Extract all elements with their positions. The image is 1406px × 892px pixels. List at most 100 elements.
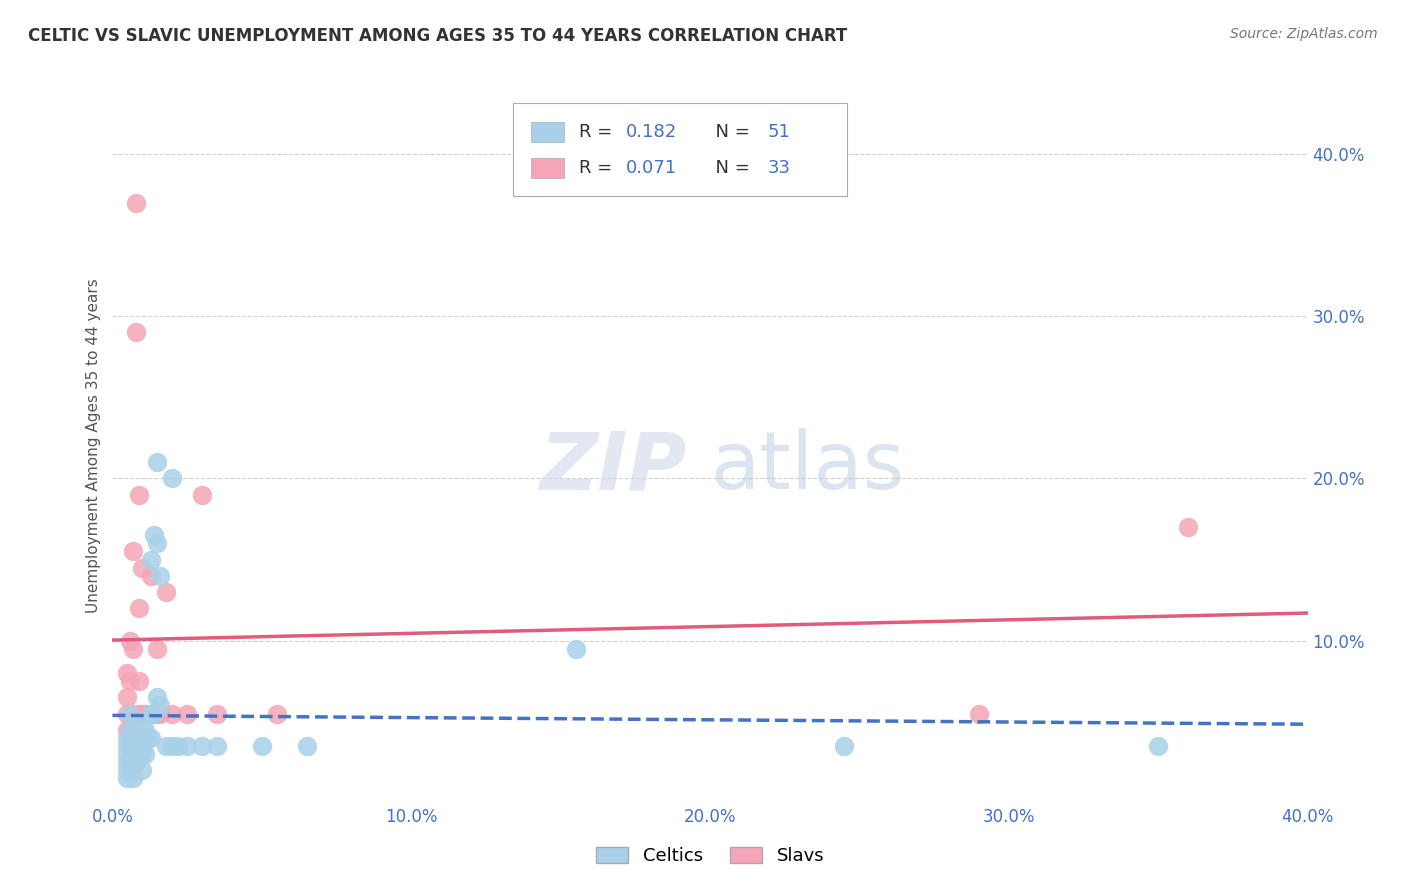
Text: atlas: atlas xyxy=(710,428,904,507)
Point xyxy=(155,585,177,599)
Point xyxy=(167,739,190,753)
Point xyxy=(131,714,153,729)
Bar xyxy=(531,158,564,178)
Text: CELTIC VS SLAVIC UNEMPLOYMENT AMONG AGES 35 TO 44 YEARS CORRELATION CHART: CELTIC VS SLAVIC UNEMPLOYMENT AMONG AGES… xyxy=(28,27,848,45)
Point xyxy=(125,326,148,340)
Point xyxy=(295,739,318,753)
Point xyxy=(967,706,990,721)
Point xyxy=(120,706,142,721)
Point xyxy=(120,706,142,721)
Bar xyxy=(531,122,564,142)
Point xyxy=(138,731,160,745)
Point xyxy=(131,739,153,753)
Point xyxy=(146,706,169,721)
Point xyxy=(143,528,166,542)
Point xyxy=(122,544,145,558)
Point xyxy=(266,706,288,721)
Point xyxy=(128,674,150,689)
Point xyxy=(191,739,214,753)
Point xyxy=(117,764,139,778)
Point xyxy=(1177,520,1199,534)
Point xyxy=(117,739,139,753)
Point xyxy=(117,756,139,770)
Text: N =: N = xyxy=(704,159,755,177)
Point xyxy=(131,706,153,721)
Point xyxy=(128,601,150,615)
Point xyxy=(120,633,142,648)
Point xyxy=(134,723,156,737)
Point xyxy=(176,706,198,721)
Point xyxy=(134,706,156,721)
Point xyxy=(125,756,148,770)
Point xyxy=(205,706,228,721)
Point xyxy=(146,690,169,705)
Point xyxy=(149,698,172,713)
Point xyxy=(134,747,156,761)
Legend: Celtics, Slavs: Celtics, Slavs xyxy=(589,839,831,872)
Point xyxy=(117,731,139,745)
Text: 51: 51 xyxy=(768,123,790,141)
Point xyxy=(125,739,148,753)
Text: Source: ZipAtlas.com: Source: ZipAtlas.com xyxy=(1230,27,1378,41)
Point xyxy=(834,739,856,753)
Point xyxy=(120,674,142,689)
Point xyxy=(143,706,166,721)
Point xyxy=(141,706,163,721)
Point xyxy=(120,723,142,737)
Point xyxy=(117,772,139,786)
Point xyxy=(162,706,183,721)
Text: 33: 33 xyxy=(768,159,790,177)
Point xyxy=(146,641,169,656)
FancyBboxPatch shape xyxy=(513,103,848,196)
Point xyxy=(162,739,183,753)
Point xyxy=(1147,739,1170,753)
Point xyxy=(120,756,142,770)
Y-axis label: Unemployment Among Ages 35 to 44 years: Unemployment Among Ages 35 to 44 years xyxy=(86,278,101,614)
Point xyxy=(131,764,153,778)
Point xyxy=(117,706,139,721)
Point xyxy=(120,739,142,753)
Point xyxy=(250,739,273,753)
Point xyxy=(128,731,150,745)
Point xyxy=(131,731,153,745)
Point xyxy=(564,641,586,656)
Text: 0.071: 0.071 xyxy=(626,159,678,177)
Point xyxy=(131,560,153,574)
Point xyxy=(122,756,145,770)
Point xyxy=(122,641,145,656)
Point xyxy=(138,706,160,721)
Point xyxy=(122,739,145,753)
Point xyxy=(122,723,145,737)
Point xyxy=(141,706,163,721)
Text: ZIP: ZIP xyxy=(538,428,686,507)
Point xyxy=(149,706,172,721)
Point xyxy=(117,690,139,705)
Point xyxy=(155,739,177,753)
Text: 0.182: 0.182 xyxy=(626,123,678,141)
Point xyxy=(125,195,148,210)
Point xyxy=(128,706,150,721)
Point xyxy=(122,772,145,786)
Text: R =: R = xyxy=(579,159,617,177)
Text: N =: N = xyxy=(704,123,755,141)
Point xyxy=(191,488,214,502)
Point xyxy=(141,552,163,566)
Text: R =: R = xyxy=(579,123,617,141)
Point xyxy=(205,739,228,753)
Point xyxy=(141,731,163,745)
Point xyxy=(128,747,150,761)
Point xyxy=(149,568,172,582)
Point xyxy=(122,706,145,721)
Point xyxy=(122,731,145,745)
Point xyxy=(128,488,150,502)
Point xyxy=(162,471,183,485)
Point xyxy=(117,747,139,761)
Point xyxy=(146,455,169,469)
Point xyxy=(120,731,142,745)
Point xyxy=(141,568,163,582)
Point xyxy=(131,747,153,761)
Point xyxy=(117,723,139,737)
Point xyxy=(117,666,139,681)
Point xyxy=(146,536,169,550)
Point xyxy=(176,739,198,753)
